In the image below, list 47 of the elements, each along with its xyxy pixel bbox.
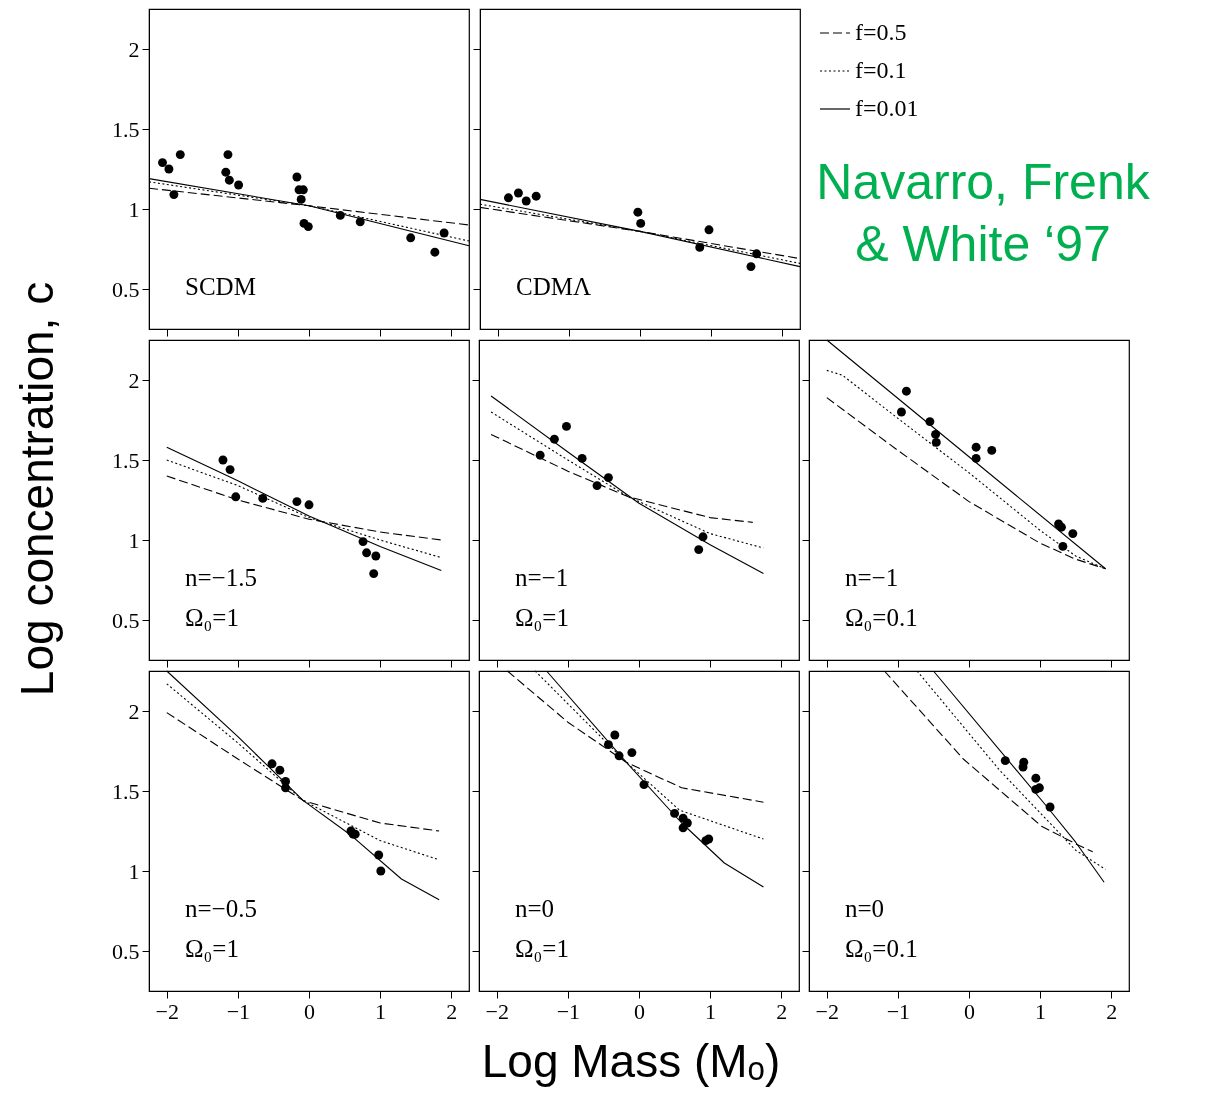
y-tick-label: 0.5 xyxy=(112,938,140,964)
annotation: n=0 xyxy=(515,895,555,922)
y-tick-label: 1 xyxy=(128,527,140,553)
legend-label: f=0.5 xyxy=(855,19,907,45)
annotation: Ω₀=1 xyxy=(185,935,239,962)
y-tick-label: 1 xyxy=(128,196,140,222)
x-tick-label: −1 xyxy=(886,998,911,1024)
legend-label: f=0.01 xyxy=(855,95,919,121)
x-tick-label: 1 xyxy=(705,998,717,1024)
annotation: n=−1 xyxy=(515,564,569,591)
annotation: Ω₀=1 xyxy=(185,604,239,631)
x-tick-label: −1 xyxy=(556,998,581,1024)
annotation: n=−1.5 xyxy=(185,564,257,591)
annotation: Ω₀=1 xyxy=(515,935,569,962)
y-tick-label: 0.5 xyxy=(112,607,140,633)
y-tick-label: 2 xyxy=(128,698,140,724)
x-tick-label: 1 xyxy=(1035,998,1047,1024)
x-tick-label: 2 xyxy=(446,998,458,1024)
annotation: SCDM xyxy=(185,273,256,300)
y-tick-label: 2 xyxy=(128,367,140,393)
annotation: Ω₀=0.1 xyxy=(845,935,918,962)
y-tick-label: 1 xyxy=(128,858,140,884)
y-tick-label: 1.5 xyxy=(112,778,140,804)
x-tick-label: 1 xyxy=(375,998,387,1024)
y-tick-label: 1.5 xyxy=(112,116,140,142)
y-axis-title: Log concentration, c xyxy=(11,281,63,697)
x-tick-label: 0 xyxy=(634,998,645,1024)
annotation: Ω₀=0.1 xyxy=(845,604,918,631)
annotation: CDMΛ xyxy=(516,273,592,300)
text: Navarro, Frenk & White ‘97 xyxy=(816,154,1151,272)
legend-label: f=0.1 xyxy=(855,57,907,83)
x-tick-label: 0 xyxy=(964,998,975,1024)
annotation: n=0 xyxy=(845,895,885,922)
y-tick-label: 0.5 xyxy=(112,276,140,302)
annotation: n=−1 xyxy=(845,564,899,591)
annotation: Ω₀=1 xyxy=(515,604,569,631)
x-tick-label: −1 xyxy=(226,998,251,1024)
x-tick-label: −2 xyxy=(155,998,179,1024)
x-axis-title: Log Mass (Mₒ) xyxy=(481,1035,781,1087)
y-tick-label: 1.5 xyxy=(112,447,140,473)
y-tick-label: 2 xyxy=(128,36,140,62)
x-tick-label: −2 xyxy=(485,998,509,1024)
x-tick-label: 0 xyxy=(304,998,315,1024)
x-tick-label: −2 xyxy=(815,998,839,1024)
x-tick-label: 2 xyxy=(1106,998,1118,1024)
x-tick-label: 2 xyxy=(776,998,788,1024)
annotation: n=−0.5 xyxy=(185,895,257,922)
